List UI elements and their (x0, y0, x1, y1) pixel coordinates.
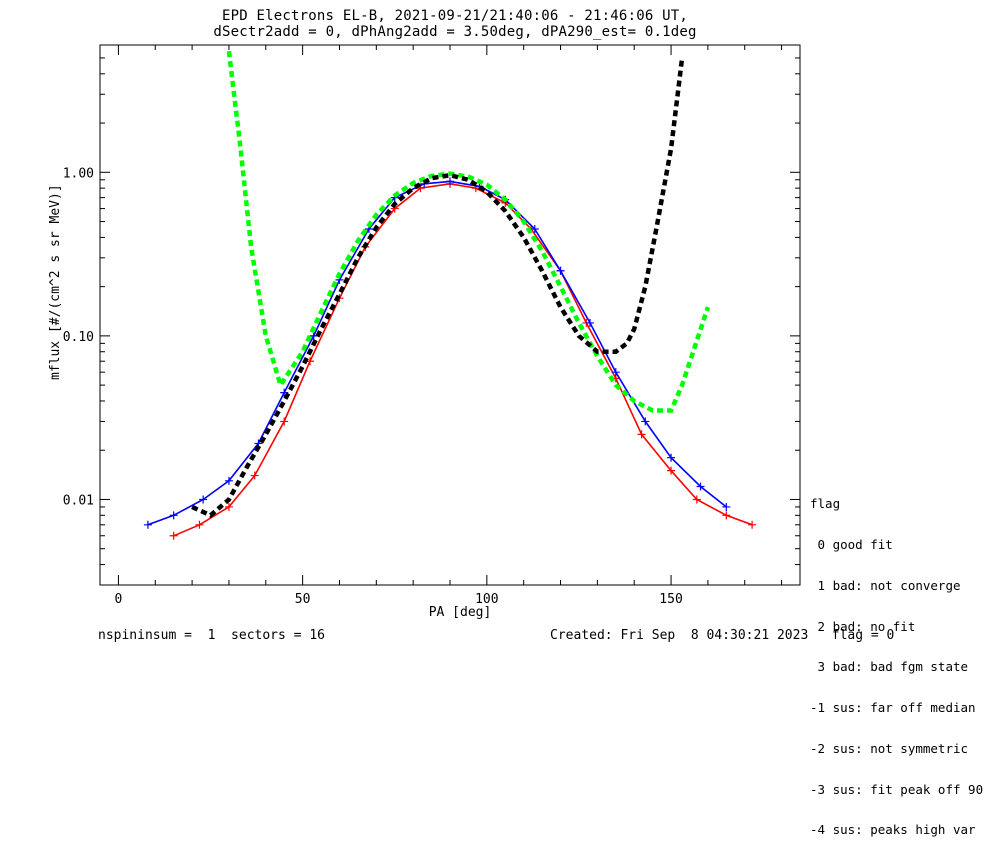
series-red (169, 179, 757, 540)
series-red-point (169, 531, 178, 540)
series-blue-point (611, 368, 620, 377)
series-red-point (250, 471, 259, 480)
series-red-point (748, 520, 757, 529)
fit-layer (191, 50, 711, 518)
legend-item-0: 0 good fit (810, 536, 893, 552)
y-tick-label: 0.10 (63, 330, 94, 345)
plot-frame (99, 44, 801, 586)
series-blue (143, 177, 731, 529)
footer-info: nspininsum = 1 sectors = 16 (98, 628, 325, 643)
series-blue-point (199, 495, 208, 504)
chart-title-line2: dSectr2add = 0, dPhAng2add = 3.50deg, dP… (213, 24, 697, 40)
y-axis-label: mflux [#/(cm^2 s sr MeV)] (48, 184, 63, 380)
x-tick-label: 100 (475, 592, 498, 607)
legend-item-5: -2 sus: not symmetric (810, 740, 969, 756)
chart-title-line1: EPD Electrons EL-B, 2021-09-21/21:40:06 … (222, 8, 688, 24)
series-green-fit-line (226, 50, 711, 413)
series-red-point (637, 430, 646, 439)
series-red-point (722, 511, 731, 520)
series-blue-point (667, 453, 676, 462)
series-red-point (692, 495, 701, 504)
series-blue-point (586, 318, 594, 327)
series-blue-point (446, 177, 454, 186)
chart: 0 50 100 150 0.01 0.10 1.00 (63, 44, 801, 607)
axes-layer: 0 50 100 150 0.01 0.10 1.00 (63, 44, 801, 607)
legend-item-2: 2 bad: no fit (810, 618, 916, 634)
y-tick-label: 1.00 (63, 166, 94, 181)
series-red-point (280, 417, 289, 426)
legend: flag 0 good fit 1 bad: not converge 2 ba… (810, 470, 983, 851)
x-tick-label: 150 (659, 592, 682, 607)
legend-item-4: -1 sus: far off median (810, 700, 976, 716)
x-tick-label: 50 (295, 592, 311, 607)
y-tick-label: 0.01 (63, 493, 94, 508)
series-red-point (667, 466, 676, 475)
legend-item-1: 1 bad: not converge (810, 577, 961, 593)
series-black-fit-line (191, 57, 685, 518)
legend-title: flag (810, 496, 841, 512)
series-blue-point (143, 520, 152, 529)
x-tick-label: 0 (115, 592, 123, 607)
legend-item-6: -3 sus: fit peak off 90 (810, 781, 984, 797)
legend-item-7: -4 sus: peaks high var (810, 822, 976, 838)
series-blue-point (722, 502, 731, 511)
data-layer (143, 177, 757, 540)
series-red-line (173, 182, 753, 537)
legend-item-3: 3 bad: bad fgm state (810, 659, 969, 675)
series-blue-point (641, 417, 650, 426)
footer-created: Created: Fri Sep 8 04:30:21 2023 flag = … (550, 628, 895, 643)
series-blue-point (530, 225, 539, 234)
x-axis-label: PA [deg] (428, 605, 492, 620)
series-blue-point (556, 266, 565, 275)
series-red-point (224, 502, 233, 511)
series-blue-line (147, 180, 727, 526)
series-blue-point (696, 482, 705, 491)
series-red-point (195, 520, 204, 529)
series-blue-point (280, 388, 289, 397)
series-blue-point (224, 476, 233, 485)
series-blue-point (169, 511, 178, 520)
